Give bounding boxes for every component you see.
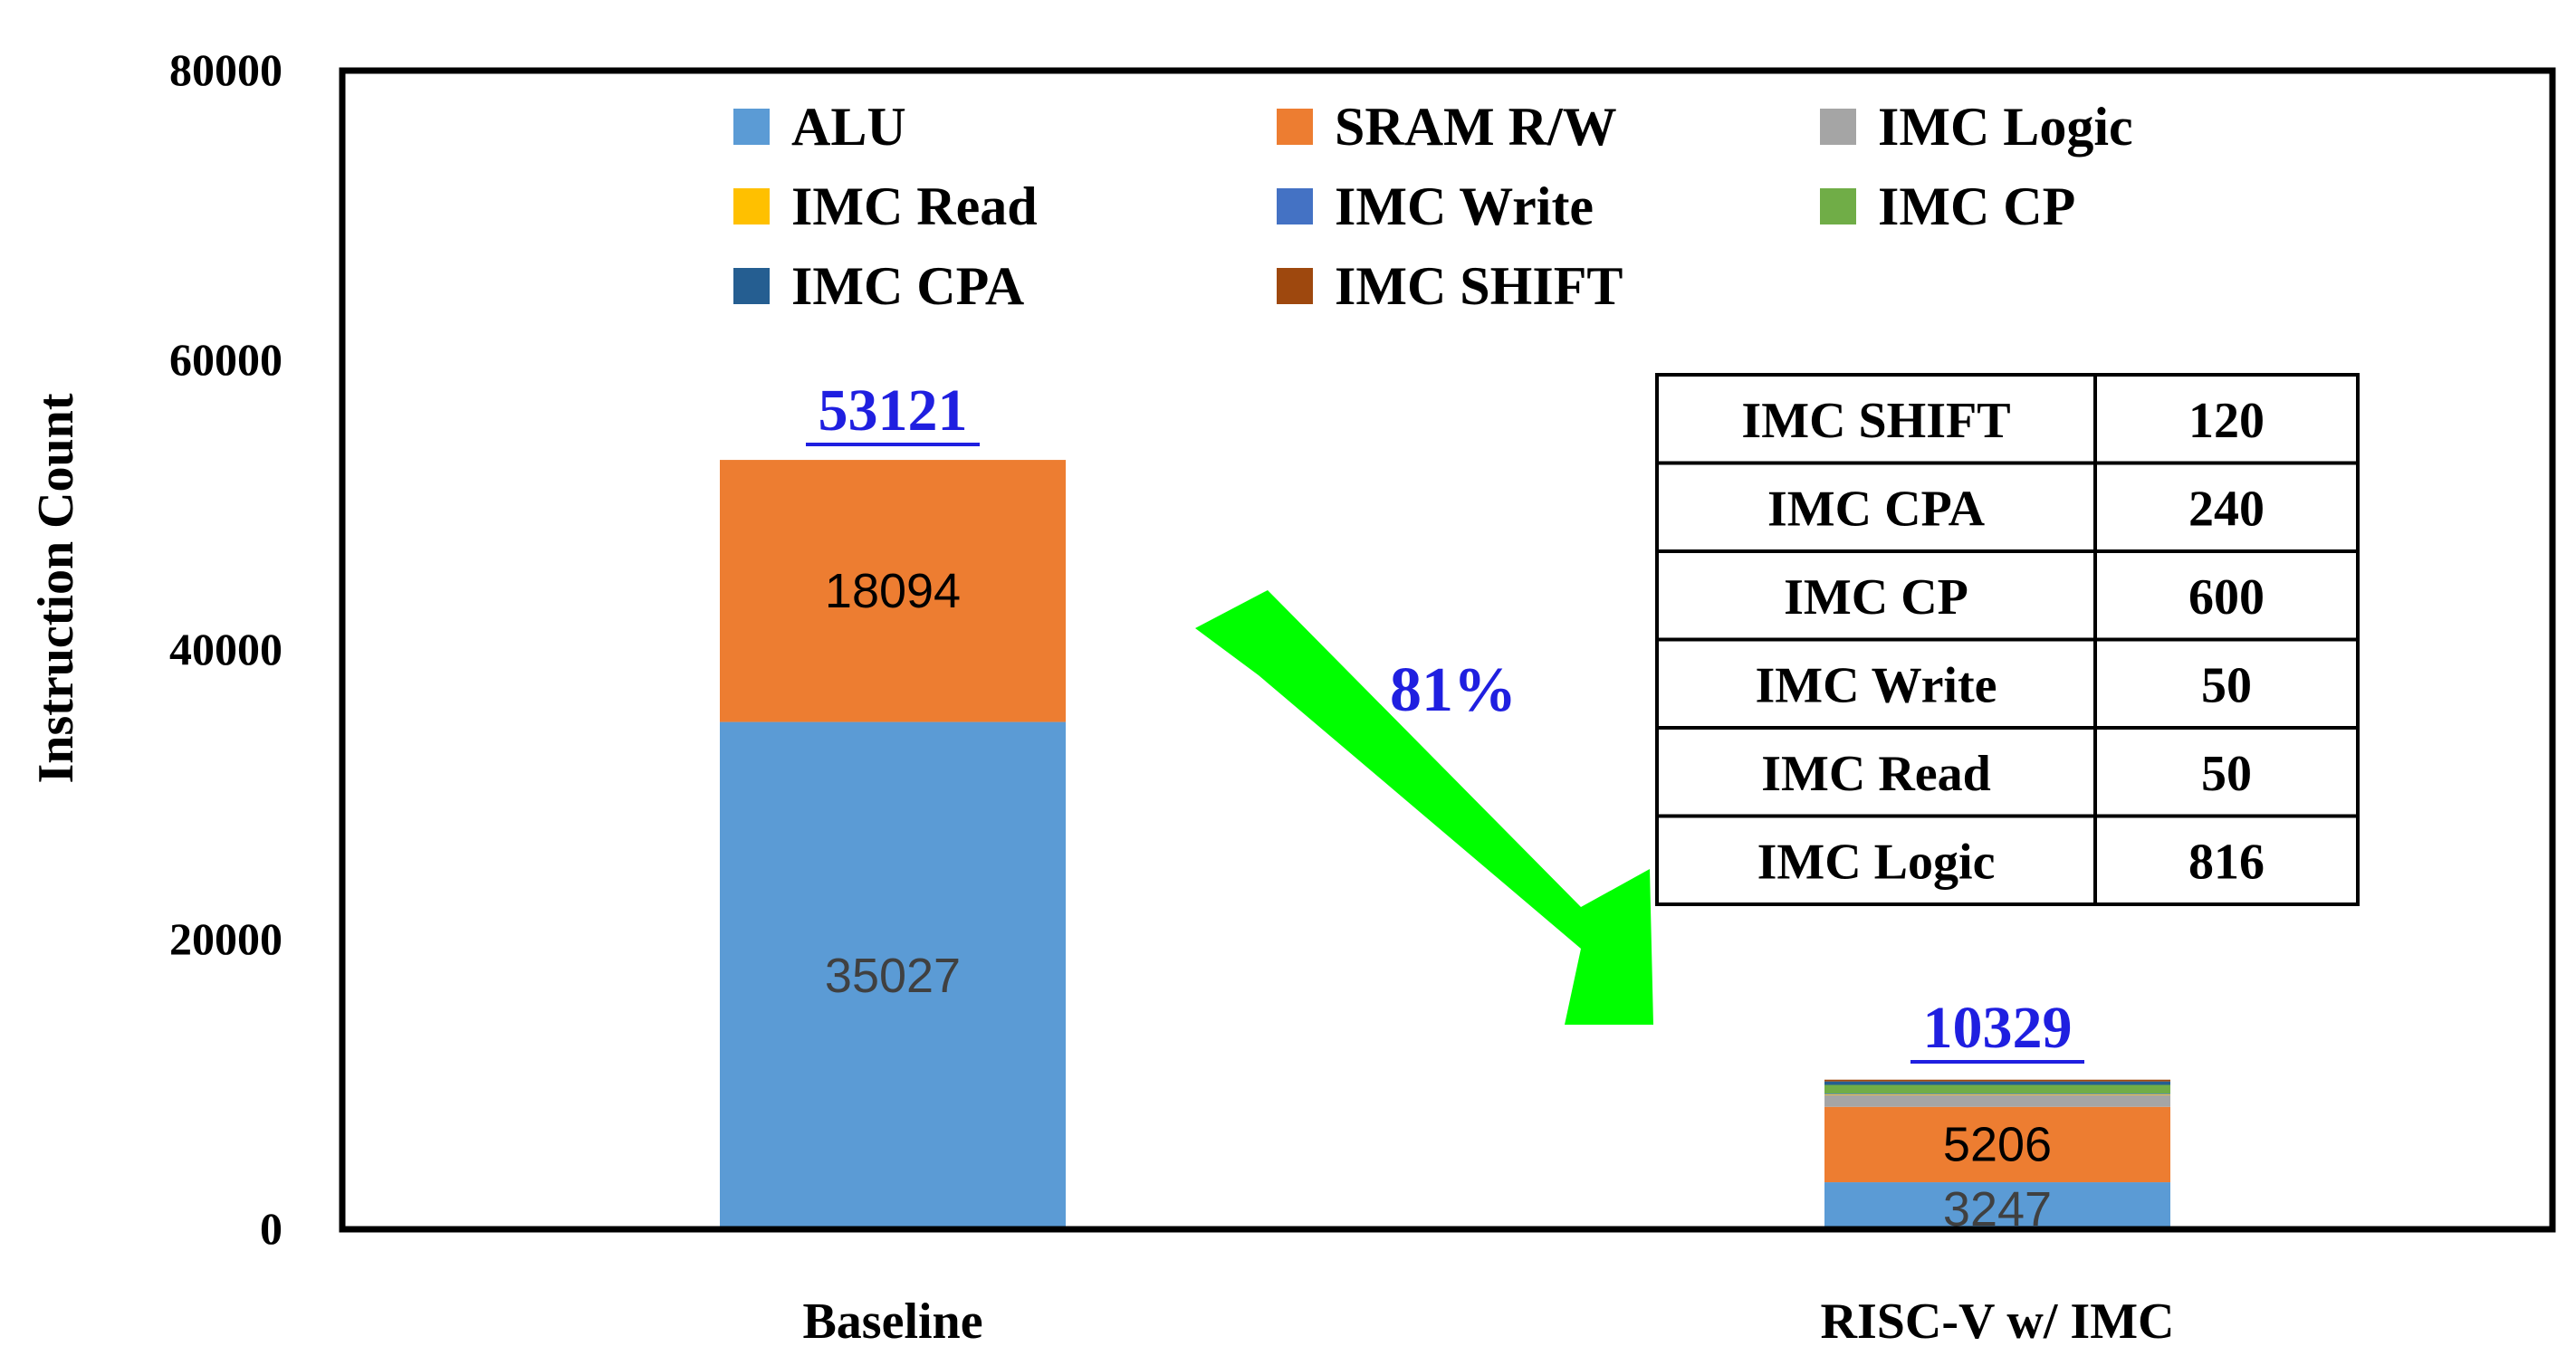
bar-value-label: 5206 (1943, 1117, 2052, 1171)
bar-segment (720, 460, 1066, 722)
table-cell-name: IMC CP (1784, 569, 1968, 625)
legend-label: ALU (791, 97, 906, 157)
legend-label: SRAM R/W (1335, 97, 1617, 157)
table-cell-name: IMC Read (1761, 746, 1991, 802)
x-axis-labels: Baseline RISC-V w/ IMC (802, 1294, 2174, 1350)
legend-swatch (1277, 109, 1313, 145)
bar-segment (1824, 1081, 2170, 1085)
bar-total-label: 10329 (1923, 995, 2073, 1061)
bar-segment (1824, 1093, 2170, 1095)
legend-swatch (1277, 188, 1313, 224)
y-tick-label: 20000 (169, 913, 282, 964)
reduction-arrow (1195, 590, 1653, 1025)
legend-label: IMC CP (1878, 177, 2075, 236)
bar-segment (1824, 1182, 2170, 1229)
legend-swatch (733, 188, 770, 224)
bar-segment (720, 721, 1066, 1229)
table-cell-value: 816 (2188, 834, 2265, 890)
bar-segment (1824, 1106, 2170, 1183)
table-cell-name: IMC Write (1756, 657, 1997, 713)
bar-value-label: 18094 (825, 564, 961, 618)
reduction-percent-label: 81% (1390, 655, 1517, 725)
table-cell-name: IMC CPA (1767, 481, 1986, 537)
y-axis-title: Instruction Count (28, 393, 84, 783)
legend-swatch (1820, 109, 1856, 145)
legend-swatch (733, 268, 770, 304)
y-tick-label: 80000 (169, 44, 282, 95)
legend-label: IMC Write (1335, 177, 1594, 236)
bar-segment (1824, 1094, 2170, 1107)
legend-swatch (1277, 268, 1313, 304)
y-tick-label: 60000 (169, 334, 282, 385)
table-cell-name: IMC Logic (1757, 834, 1996, 890)
legend-label: IMC CPA (791, 256, 1024, 316)
bar-segment (1824, 1084, 2170, 1094)
table-cell-value: 50 (2201, 657, 2252, 713)
legend-label: IMC SHIFT (1335, 256, 1623, 316)
legend-swatch (1820, 188, 1856, 224)
bar-segment (1824, 1093, 2170, 1094)
plot-frame (339, 67, 2556, 1233)
legend-label: IMC Logic (1878, 97, 2133, 157)
bar-value-label: 35027 (825, 949, 961, 1003)
table-cell-name: IMC SHIFT (1741, 393, 2010, 449)
x-tick-label: Baseline (802, 1294, 982, 1350)
x-tick-label: RISC-V w/ IMC (1821, 1294, 2175, 1350)
inset-table: IMC SHIFT 120 IMC CPA 240 IMC CP 600 IMC Write… (1655, 373, 2360, 906)
table-cell-value: 50 (2201, 746, 2252, 802)
y-tick-label: 40000 (169, 624, 282, 674)
y-tick-label: 0 (260, 1203, 282, 1254)
legend-label: IMC Read (791, 177, 1038, 236)
bar-segment (1824, 1079, 2170, 1082)
bar-total-label: 53121 (819, 377, 968, 444)
legend: ALU SRAM R/W IMC Logic IMC Read IMC Write IMC… (733, 97, 2133, 316)
table-cell-value: 240 (2188, 481, 2265, 537)
table-cell-value: 120 (2188, 393, 2265, 449)
table-cell-value: 600 (2188, 569, 2265, 625)
y-axis-ticks: 0 20000 40000 60000 80000 (169, 44, 282, 1254)
legend-swatch (733, 109, 770, 145)
